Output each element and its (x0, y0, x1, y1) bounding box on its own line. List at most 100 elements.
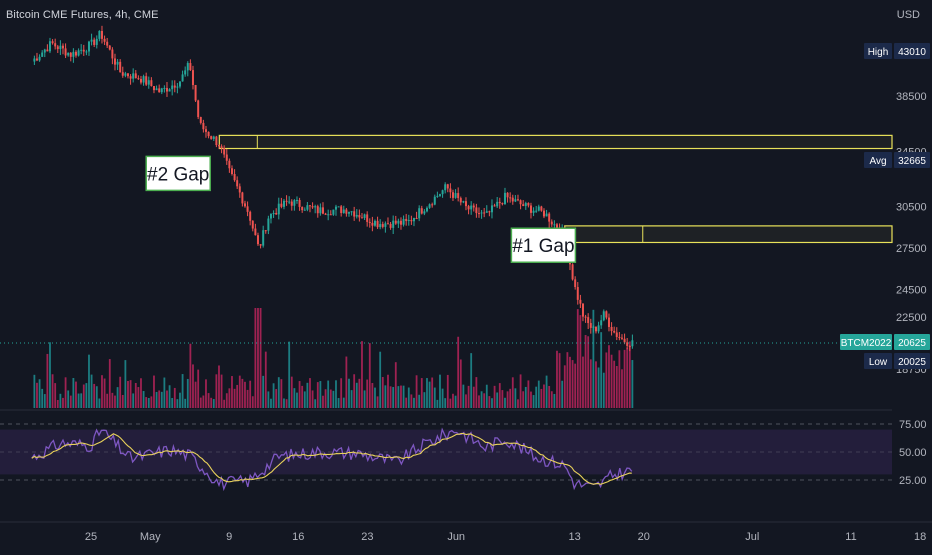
candle-body (262, 230, 265, 246)
candle-body (444, 184, 447, 191)
candle-body (142, 76, 145, 83)
volume-bar (280, 379, 283, 408)
candle-body (340, 206, 343, 214)
volume-bar (77, 393, 80, 408)
volume-bar (129, 380, 132, 408)
candle-body (272, 212, 275, 214)
volume-bar (457, 336, 460, 408)
candle-body (280, 203, 283, 207)
candle-body (457, 193, 460, 199)
volume-bar (449, 398, 452, 408)
candle-body (389, 223, 392, 228)
candle-body (459, 198, 462, 203)
candle-body (324, 213, 327, 215)
volume-bar (106, 393, 109, 408)
volume-bar (595, 361, 597, 408)
volume-bar (446, 374, 449, 408)
volume-bar (517, 399, 519, 408)
volume-bar (478, 395, 480, 408)
candle-body (35, 58, 38, 61)
candle-body (376, 220, 379, 228)
volume-bar (215, 374, 218, 408)
volume-bar (602, 372, 605, 408)
volume-bar (423, 392, 426, 408)
time-tick-label: 18 (914, 531, 926, 543)
candle-body (355, 214, 358, 217)
volume-bar (199, 397, 202, 408)
volume-bar (348, 378, 350, 408)
candle-body (106, 41, 109, 46)
price-tick-label: 22500 (896, 312, 927, 324)
candle-body (626, 342, 629, 346)
candle-body (150, 80, 153, 87)
volume-bar (361, 341, 363, 408)
volume-bar (142, 391, 145, 408)
volume-bar (485, 384, 488, 408)
volume-bar (335, 380, 337, 408)
volume-bar (459, 359, 462, 408)
candle-body (202, 122, 205, 130)
candle-body (345, 209, 348, 214)
volume-bar (62, 397, 64, 408)
candle-body (275, 212, 278, 215)
candle-body (191, 70, 194, 86)
candle-body (116, 61, 119, 65)
candle-body (306, 205, 309, 210)
candle-body (145, 76, 148, 85)
volume-bar (166, 390, 168, 408)
volume-bar (283, 398, 285, 408)
candle-body (522, 204, 525, 207)
volume-bar (85, 383, 88, 408)
candle-body (618, 336, 621, 338)
volume-bar (511, 377, 514, 408)
volume-bar (277, 377, 280, 408)
volume-bar (569, 356, 571, 408)
candle-body (33, 58, 36, 62)
volume-bar (184, 398, 187, 408)
volume-bar (491, 398, 493, 408)
volume-bar (121, 394, 124, 408)
candle-body (189, 63, 192, 71)
rsi-ma-line (31, 432, 632, 485)
volume-bar (392, 387, 395, 408)
volume-bar (314, 399, 317, 408)
price-label-value-bg (894, 334, 930, 350)
volume-bar (475, 377, 478, 408)
time-tick-label: 16 (292, 531, 304, 543)
volume-bar (371, 383, 374, 408)
candle-body (249, 211, 252, 221)
candle-body (480, 212, 483, 214)
candle-body (139, 78, 142, 83)
candle-body (589, 323, 592, 328)
candle-body (113, 58, 116, 65)
candle-body (449, 188, 452, 193)
candle-body (379, 224, 382, 228)
price-label-tag (864, 152, 892, 168)
volume-bar (358, 378, 361, 408)
volume-bar (322, 395, 324, 408)
candle-body (373, 220, 376, 226)
volume-bar (592, 309, 595, 408)
candle-body (597, 325, 600, 332)
candle-body (311, 206, 314, 208)
candle-body (519, 200, 522, 205)
volume-bar (504, 397, 506, 408)
candle-body (527, 203, 530, 206)
candle-body (119, 61, 122, 73)
volume-bar (420, 378, 423, 408)
price-label-value-bg (894, 152, 930, 168)
candle-body (100, 30, 103, 39)
price-label-value: 43010 (898, 47, 926, 58)
candle-body (542, 210, 545, 217)
rsi-line (31, 427, 633, 492)
candle-body (303, 209, 306, 211)
time-tick-label: 9 (226, 531, 232, 543)
volume-bar (46, 353, 49, 408)
candle-body (535, 210, 538, 212)
candle-body (51, 41, 54, 44)
time-tick-label: 25 (85, 531, 97, 543)
candle-body (592, 326, 595, 328)
volume-bar (389, 386, 392, 408)
